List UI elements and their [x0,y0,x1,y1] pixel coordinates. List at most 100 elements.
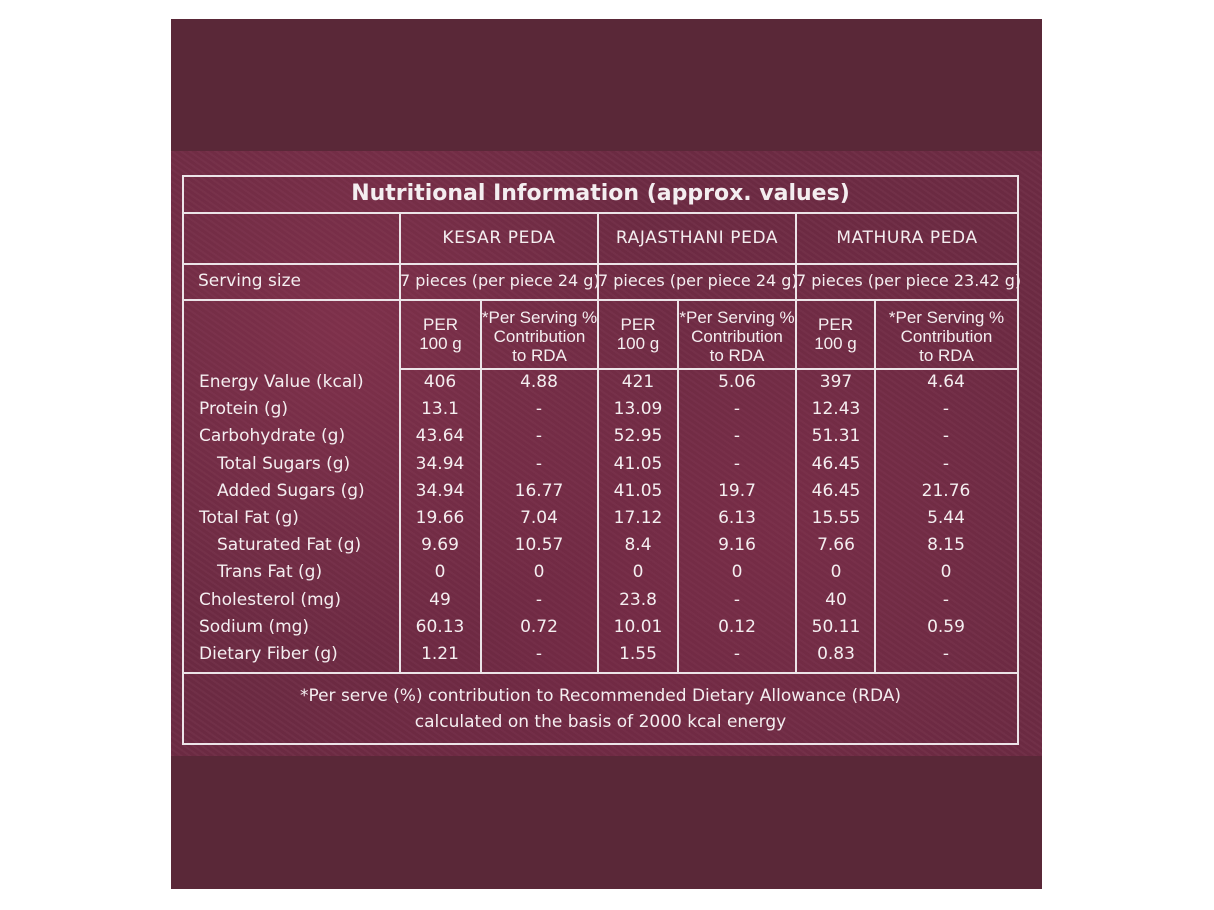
nutrient-value: 19.7 [718,481,756,501]
nutrient-value: 23.8 [619,590,657,610]
nutrient-value: 406 [423,372,457,392]
nutrient-label: Energy Value (kcal) [199,372,364,392]
nutrient-value: 12.43 [811,399,861,419]
nutrient-value: 1.55 [619,644,657,664]
nutrient-value: 60.13 [415,617,465,637]
per-100g-header-kesar: PER 100 g [400,315,481,353]
nutrient-value: 19.66 [415,508,465,528]
per-100g-line: PER [620,315,656,334]
nutrient-value: 8.4 [624,535,652,555]
nutrient-value: 46.45 [811,481,861,501]
nutrient-label: Protein (g) [199,399,289,419]
nutrient-value: - [535,426,543,446]
nutrient-value: 0.59 [927,617,965,637]
nutrient-value: 5.44 [927,508,965,528]
textured-background [171,151,1042,756]
nutrient-value: - [535,399,543,419]
nutrient-value: 0.83 [817,644,855,664]
per-100g-line: 100 g [616,334,660,353]
per-100g-header-mathura: PER 100 g [796,315,875,353]
nutrient-label: Saturated Fat (g) [217,535,362,555]
nutrient-value: 50.11 [811,617,861,637]
serving-size-mathura: 7 pieces (per piece 23.42 g) [796,271,1022,290]
nutrient-value: - [733,426,741,446]
nutrient-label: Carbohydrate (g) [199,426,346,446]
nutrient-value: 10.57 [514,535,564,555]
per-100g-line: PER [423,315,458,334]
nutrient-value: 10.01 [613,617,663,637]
nutrient-value: 41.05 [613,481,663,501]
nutrient-value: 1.21 [421,644,459,664]
rda-line: to RDA [709,346,765,365]
nutrient-value: - [733,590,741,610]
per-100g-line: PER [818,315,853,334]
nutrient-value: 40 [825,590,847,610]
nutrient-label: Added Sugars (g) [217,481,365,501]
nutrient-value: 6.13 [718,508,756,528]
nutrient-value: - [942,590,950,610]
nutrient-value: 15.55 [811,508,861,528]
nutrient-value: - [942,644,950,664]
nutrient-label: Total Fat (g) [199,508,299,528]
nutrient-value: 51.31 [811,426,861,446]
column-header-kesar-peda: KESAR PEDA [442,228,556,248]
nutrient-value: 34.94 [415,481,465,501]
nutrient-value: 0 [632,562,644,582]
column-header-mathura-peda: MATHURA PEDA [836,228,978,248]
nutrient-value: 0 [830,562,842,582]
rda-line: Contribution [493,327,586,346]
serving-size-rajasthani: 7 pieces (per piece 24 g) [598,271,798,290]
rda-line: *Per Serving % [888,308,1005,327]
footnote: *Per serve (%) contribution to Recommend… [183,683,1018,735]
rda-header-kesar: *Per Serving % Contribution to RDA [481,308,598,365]
nutrient-label: Total Sugars (g) [217,454,351,474]
table-border [182,175,1019,745]
nutrient-value: 0 [533,562,545,582]
column-header-rajasthani-peda: RAJASTHANI PEDA [615,228,779,248]
nutrient-value: 7.04 [520,508,558,528]
nutrient-label: Dietary Fiber (g) [199,644,338,664]
nutrient-value: - [942,454,950,474]
nutrient-value: 0 [731,562,743,582]
nutrient-value: 0 [434,562,446,582]
rda-line: Contribution [900,327,993,346]
rda-header-rajasthani: *Per Serving % Contribution to RDA [678,308,796,365]
nutrient-value: 5.06 [718,372,756,392]
nutrient-value: 0.12 [718,617,756,637]
nutrient-value: 49 [429,590,451,610]
rda-line: to RDA [919,346,974,365]
nutrient-value: 0 [940,562,952,582]
rda-header-mathura: *Per Serving % Contribution to RDA [875,308,1018,365]
serving-size-label: Serving size [198,271,301,291]
nutrient-value: 46.45 [811,454,861,474]
nutrient-value: 13.09 [613,399,663,419]
nutrient-value: - [942,426,950,446]
nutrient-value: 41.05 [613,454,663,474]
footnote-line: *Per serve (%) contribution to Recommend… [299,686,902,706]
nutrient-value: 397 [819,372,853,392]
nutrient-value: 13.1 [421,399,459,419]
nutrient-value: 4.88 [520,372,558,392]
nutrient-value: 4.64 [927,372,965,392]
nutrient-value: - [942,399,950,419]
rda-line: to RDA [512,346,567,365]
nutrient-value: 7.66 [817,535,855,555]
nutrient-value: 52.95 [613,426,663,446]
table-title: Nutritional Information (approx. values) [351,181,850,206]
nutrient-value: 9.69 [421,535,459,555]
per-100g-line: 100 g [814,334,857,353]
nutrient-value: 21.76 [921,481,971,501]
nutrient-value: 16.77 [514,481,564,501]
nutrient-value: - [535,454,543,474]
nutrient-label: Trans Fat (g) [217,562,323,582]
nutrient-value: 9.16 [718,535,756,555]
nutrient-label: Cholesterol (mg) [199,590,341,610]
nutrient-value: 34.94 [415,454,465,474]
nutrient-value: 8.15 [927,535,965,555]
nutrient-value: 0.72 [520,617,558,637]
nutrient-value: - [535,644,543,664]
rda-line: *Per Serving % [679,308,795,327]
footnote-line: calculated on the basis of 2000 kcal ene… [414,712,787,732]
per-100g-line: 100 g [419,334,462,353]
